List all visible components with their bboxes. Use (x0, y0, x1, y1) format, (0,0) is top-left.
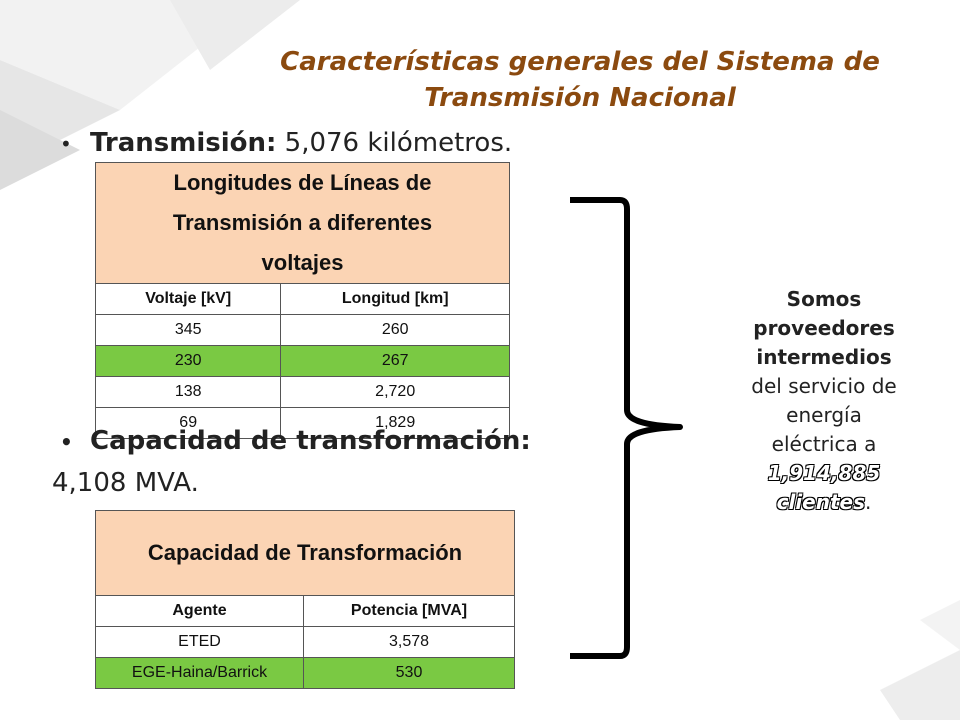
bullet-capacidad-label: Capacidad de transformación: (90, 426, 531, 456)
right-brace (570, 197, 683, 659)
side-note: Somos proveedores intermedios del servic… (724, 285, 924, 517)
cell-agent: ETED (95, 626, 304, 658)
side-line: eléctrica a (771, 432, 877, 456)
transformation-capacity-table: Capacidad de Transformación Agente Poten… (95, 510, 515, 689)
table-row: EGE-Haina/Barrick 530 (95, 657, 515, 689)
cell-voltage: 69 (94, 407, 282, 439)
cell-voltage: 345 (94, 314, 282, 346)
bullet-transmision-label: Transmisión: (90, 128, 277, 158)
header-line-3: voltajes (261, 250, 344, 275)
table-column-headers: Voltaje [kV] Longitud [km] (94, 283, 510, 315)
side-line: proveedores (753, 316, 895, 340)
line-lengths-table: Longitudes de Líneas de Transmisión a di… (94, 162, 510, 439)
table-column-headers: Agente Potencia [MVA] (95, 595, 515, 627)
bullet-capacidad: • Capacidad de transformación: (60, 426, 531, 456)
cell-agent: EGE-Haina/Barrick (95, 657, 304, 689)
table-row: 69 1,829 (94, 407, 510, 439)
bullet-transmision: • Transmisión: 5,076 kilómetros. (60, 128, 512, 158)
table-row: 138 2,720 (94, 376, 510, 408)
table-row: ETED 3,578 (95, 626, 515, 658)
cell-voltage: 230 (94, 345, 282, 377)
column-header-voltage: Voltaje [kV] (94, 283, 282, 315)
bullet-dot: • (60, 131, 72, 156)
column-header-length: Longitud [km] (280, 283, 510, 315)
line-lengths-table-header: Longitudes de Líneas de Transmisión a di… (95, 162, 510, 284)
header-line-1: Longitudes de Líneas de (173, 170, 432, 195)
table-row: 230 267 (94, 345, 510, 377)
cell-length: 260 (280, 314, 510, 346)
cell-length: 1,829 (280, 407, 510, 439)
side-line: intermedios (756, 345, 892, 369)
bullet-capacidad-value: 4,108 MVA. (52, 468, 199, 498)
cell-power: 3,578 (303, 626, 515, 658)
column-header-agent: Agente (95, 595, 304, 627)
column-header-power: Potencia [MVA] (303, 595, 515, 627)
header-line-2: Transmisión a diferentes (172, 210, 433, 235)
table-row: 345 260 (94, 314, 510, 346)
slide-title: Características generales del Sistema de… (250, 44, 910, 116)
client-count: 1,914,885 (767, 461, 881, 485)
side-line: Somos (786, 287, 862, 311)
side-line: del servicio de (751, 374, 897, 398)
cell-length: 267 (280, 345, 510, 377)
cell-power: 530 (303, 657, 515, 689)
bullet-transmision-value: 5,076 kilómetros. (276, 128, 513, 158)
side-line: energía (786, 403, 862, 427)
bullet-dot: • (60, 429, 73, 454)
cell-voltage: 138 (94, 376, 282, 408)
transformation-table-header: Capacidad de Transformación (95, 510, 515, 596)
clients-label: clientes (776, 490, 866, 514)
period: . (865, 490, 872, 514)
title-line-1: Características generales del Sistema de (280, 47, 880, 77)
cell-length: 2,720 (280, 376, 510, 408)
title-line-2: Transmisión Nacional (424, 83, 736, 113)
